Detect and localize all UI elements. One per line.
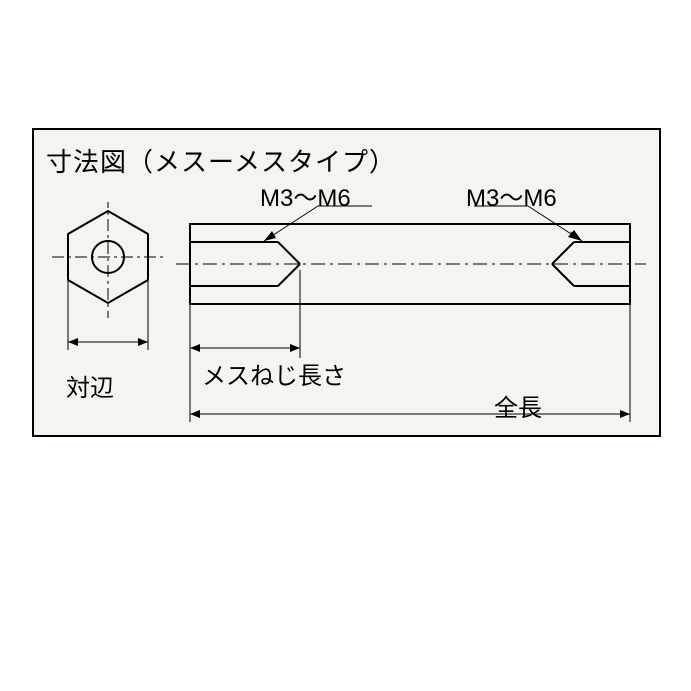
label-thread-spec-left: M3～M6	[260, 178, 351, 213]
diagram-container: 寸法図（メスーメスタイプ） 対辺	[0, 0, 691, 691]
side-view-drawing	[34, 130, 659, 435]
label-thread-length: メスねじ長さ	[202, 356, 346, 391]
label-total-length: 全長	[494, 388, 542, 423]
label-thread-spec-right: M3～M6	[466, 178, 557, 213]
diagram-frame: 寸法図（メスーメスタイプ） 対辺	[32, 128, 661, 437]
